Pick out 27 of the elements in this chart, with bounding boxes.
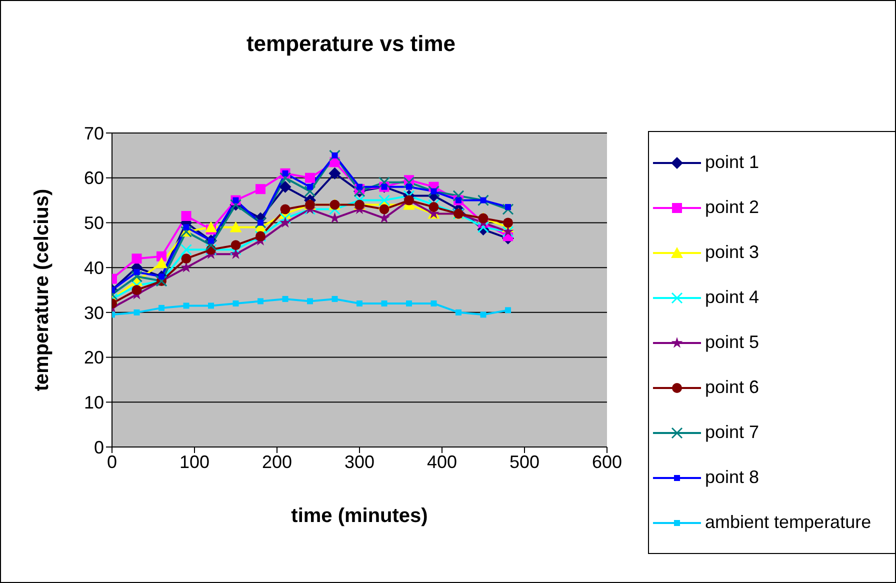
x-axis-title: time (minutes) [291, 505, 428, 527]
y-tick-label: 10 [84, 392, 104, 413]
x-tick-label: 0 [106, 452, 118, 472]
x-tick-label: 500 [509, 452, 540, 472]
y-tick-label: 70 [84, 123, 104, 144]
y-tick-label: 30 [84, 302, 104, 323]
y-tick-label: 40 [84, 258, 104, 278]
y-axis-title: temperature (celcius) [31, 188, 54, 392]
legend-label: point 7 [705, 422, 760, 443]
y-tick-label: 60 [84, 168, 104, 188]
legend-label: point 1 [705, 152, 760, 173]
legend-label: point 3 [705, 242, 760, 263]
legend-label: point 5 [705, 332, 760, 353]
y-tick-label: 50 [84, 213, 104, 234]
x-tick-label: 400 [426, 452, 458, 472]
legend-label: point 6 [705, 377, 760, 398]
y-tick-label: 20 [84, 348, 104, 368]
chart-title: temperature vs time [245, 31, 457, 57]
legend-label: point 2 [705, 197, 760, 218]
legend-label: ambient temperature [705, 512, 872, 533]
x-tick-label: 300 [344, 452, 375, 472]
legend-label: point 4 [705, 287, 760, 308]
y-tick-label: 0 [94, 437, 104, 458]
x-tick-label: 100 [179, 452, 210, 472]
x-tick-label: 200 [262, 452, 292, 472]
legend-label: point 8 [705, 467, 760, 488]
x-tick-label: 600 [592, 452, 622, 472]
